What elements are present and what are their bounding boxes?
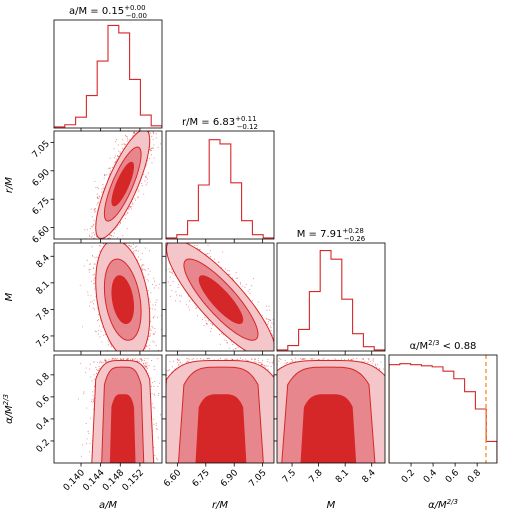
panel-m-vs-am [77,357,162,463]
x-tick-label: 6.90 [219,468,240,489]
y-axis-label-m: α/M2/3 [2,394,15,424]
x-tick-label: 8.1 [334,468,351,485]
x-tick-label: 0.2 [400,468,417,485]
y-tick-label: 0.4 [35,416,52,433]
histogram-m [277,250,385,351]
histogram-am [54,24,162,128]
y-tick-label: 0.8 [35,371,52,388]
x-axis-label-am: a/M [99,500,117,511]
panel-frame [53,354,163,464]
panel-frame [276,242,386,352]
x-tick-label: 7.8 [307,468,324,485]
panel-rm-vs-am [84,131,162,239]
contour-level-3 [111,161,134,207]
x-axis-label-rm: r/M [212,500,228,511]
y-tick-label: 0.6 [35,394,52,411]
y-tick-label: 6.60 [31,224,52,245]
x-tick-label: 0.8 [466,468,483,485]
panel-m-vs-rm [166,243,274,351]
y-axis-label-rm: r/M [4,177,15,193]
title-rm: r/M = 6.83+0.11 −0.12 [182,115,258,131]
title-m: α/M2/3 < 0.88 [410,339,477,352]
y-tick-label: 7.8 [35,306,52,323]
y-tick-label: 8.1 [35,280,52,297]
panel-frame [165,130,275,240]
panel-frame [53,130,163,240]
panel-rm-vs-rm [166,139,274,239]
panel-frame [53,19,163,129]
contour-level-3 [195,394,247,463]
y-tick-label: 7.05 [31,139,52,160]
title-m: M = 7.91+0.28 −0.26 [297,227,366,243]
y-tick-label: 7.5 [35,333,52,350]
histogram-rm [166,139,274,239]
x-tick-label: 7.5 [281,468,298,485]
contour-level-3 [111,275,134,325]
x-tick-label: 7.05 [247,468,268,489]
x-axis-label-m: α/M2/3 [428,498,458,511]
y-tick-label: 6.75 [31,196,52,217]
y-axis-label-m: M [4,292,15,301]
title-am: a/M = 0.15+0.00 −0.00 [69,4,147,20]
contour-level-3 [300,394,357,463]
x-tick-label: 0.152 [121,468,146,493]
x-tick-label: 6.75 [191,468,212,489]
y-tick-label: 6.90 [31,167,52,188]
panel-m-vs-am [79,243,162,351]
panel-m-vs-m [389,355,497,463]
contour-level-3 [109,394,136,463]
x-axis-label-m: M [327,500,336,511]
panel-frame [53,242,163,352]
histogram-m [389,363,497,463]
x-tick-label: 6.60 [162,468,183,489]
y-tick-label: 8.4 [35,253,52,270]
x-tick-label: 0.4 [422,468,439,485]
panel-frame [388,354,498,464]
panel-frame [276,354,386,464]
y-tick-label: 0.2 [35,438,52,455]
x-tick-label: 8.4 [361,468,378,485]
panel-frame [165,354,275,464]
panel-m-vs-m [277,357,385,463]
x-tick-label: 0.6 [444,468,461,485]
panel-m-vs-m [277,250,385,351]
panel-am-vs-am [54,24,162,128]
panel-m-vs-rm [166,357,274,463]
contour-level-3 [198,275,244,324]
panel-frame [165,242,275,352]
